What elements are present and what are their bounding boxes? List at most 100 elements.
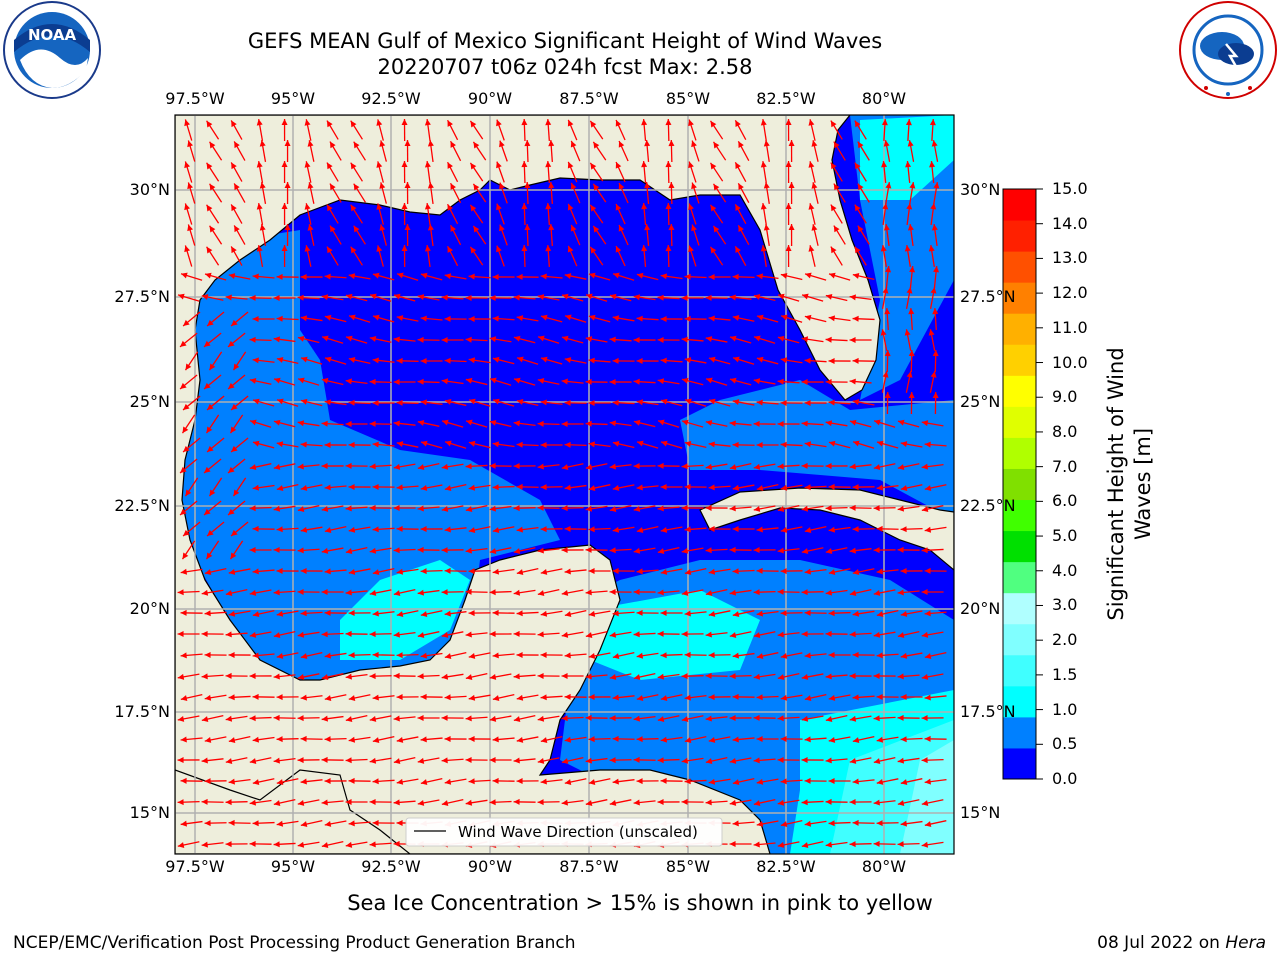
wave-direction-arrow — [184, 161, 193, 183]
wave-direction-arrow — [321, 673, 344, 680]
wave-direction-arrow — [825, 336, 848, 343]
wave-direction-arrow — [203, 374, 222, 390]
wave-direction-arrow — [924, 610, 947, 617]
wave-direction-arrow — [492, 441, 515, 448]
colorbar-segment — [1003, 344, 1036, 376]
lat-label-left: 17.5°N — [114, 702, 170, 721]
wave-direction-arrow — [780, 778, 803, 785]
wave-direction-arrow — [705, 420, 728, 427]
wave-direction-arrow — [273, 714, 296, 721]
wave-direction-arrow — [521, 118, 528, 142]
wave-direction-arrow — [708, 694, 731, 701]
wave-direction-arrow — [636, 778, 659, 785]
wave-direction-arrow — [427, 224, 434, 246]
wave-direction-arrow — [396, 736, 419, 743]
wave-direction-arrow — [496, 161, 505, 183]
wave-direction-arrow — [182, 437, 201, 453]
wave-direction-arrow — [564, 273, 587, 280]
wave-direction-arrow — [204, 567, 227, 576]
wave-direction-arrow — [921, 463, 944, 470]
wave-direction-arrow — [177, 673, 200, 680]
wave-direction-arrow — [849, 841, 872, 848]
wave-direction-arrow — [876, 440, 899, 449]
wave-direction-arrow — [369, 463, 392, 470]
wave-direction-arrow — [206, 395, 225, 411]
wave-direction-arrow — [249, 589, 272, 596]
wave-direction-arrow — [496, 245, 505, 267]
wave-direction-arrow — [833, 141, 846, 161]
wave-direction-arrow — [424, 161, 431, 183]
wave-direction-arrow — [854, 120, 867, 140]
wave-direction-arrow — [609, 588, 632, 595]
wave-direction-arrow — [249, 799, 272, 806]
wave-direction-arrow — [929, 371, 937, 393]
wave-direction-arrow — [921, 420, 944, 427]
lon-label-bottom: 82.5°W — [756, 857, 816, 876]
wave-direction-arrow — [516, 315, 539, 322]
wave-direction-arrow — [324, 399, 347, 406]
wave-direction-arrow — [489, 336, 512, 343]
wave-direction-arrow — [284, 139, 291, 163]
wave-direction-arrow — [852, 651, 875, 658]
wave-direction-arrow — [924, 567, 947, 574]
wave-direction-arrow — [729, 631, 752, 638]
wave-direction-arrow — [760, 119, 767, 141]
colorbar-label-line1: Significant Height of Wind — [1104, 347, 1128, 620]
wave-direction-arrow — [396, 484, 419, 491]
wave-direction-arrow — [657, 419, 680, 428]
wave-direction-arrow — [177, 799, 200, 806]
wave-direction-arrow — [252, 652, 275, 659]
wave-direction-arrow — [612, 484, 635, 491]
wave-direction-arrow — [907, 224, 914, 246]
wave-direction-arrow — [705, 504, 728, 511]
wave-direction-arrow — [825, 420, 848, 427]
wave-direction-arrow — [785, 244, 792, 268]
wave-direction-arrow — [201, 673, 224, 680]
wave-direction-arrow — [540, 441, 563, 448]
wave-direction-arrow — [276, 398, 299, 407]
colorbar-tick-label: 12.0 — [1052, 283, 1088, 303]
wave-direction-arrow — [849, 757, 872, 764]
wave-direction-arrow — [369, 589, 392, 596]
wave-direction-arrow — [657, 462, 680, 469]
wave-direction-arrow — [931, 224, 938, 246]
wave-direction-arrow — [376, 119, 384, 141]
wave-direction-arrow — [401, 202, 408, 226]
wave-direction-arrow — [753, 463, 776, 470]
wave-direction-arrow — [348, 356, 371, 365]
wave-direction-arrow — [880, 245, 887, 267]
wave-direction-arrow — [660, 526, 683, 533]
wave-direction-arrow — [513, 798, 536, 805]
wave-direction-arrow — [900, 568, 923, 575]
wave-direction-arrow — [732, 399, 755, 406]
wave-direction-arrow — [928, 245, 935, 267]
wave-direction-arrow — [921, 799, 944, 806]
wave-direction-arrow — [884, 307, 891, 331]
wave-direction-arrow — [933, 265, 940, 289]
wave-direction-arrow — [804, 357, 827, 364]
wave-direction-arrow — [732, 568, 755, 575]
wave-direction-arrow — [905, 118, 912, 142]
wave-direction-arrow — [201, 630, 224, 637]
wave-direction-arrow — [300, 610, 323, 617]
wave-direction-arrow — [300, 315, 323, 322]
wave-direction-arrow — [636, 736, 659, 743]
wave-direction-arrow — [780, 568, 803, 575]
wave-direction-arrow — [353, 141, 366, 161]
wave-direction-arrow — [249, 840, 272, 847]
footer-date: 08 Jul 2022 on Hera — [1097, 933, 1266, 953]
wave-direction-arrow — [873, 547, 896, 554]
wave-direction-arrow — [420, 610, 443, 617]
wave-direction-arrow — [828, 820, 851, 827]
wave-direction-arrow — [900, 778, 923, 785]
wave-direction-arrow — [732, 736, 755, 743]
wave-direction-arrow — [804, 652, 827, 659]
wave-direction-arrow — [276, 820, 299, 827]
wave-direction-arrow — [259, 182, 267, 204]
wave-direction-arrow — [873, 419, 896, 428]
wave-direction-arrow — [201, 798, 224, 805]
wave-direction-arrow — [348, 568, 371, 575]
wave-direction-arrow — [369, 293, 392, 302]
colorbar-tick-label: 14.0 — [1052, 213, 1088, 233]
wave-direction-arrow — [417, 757, 440, 764]
